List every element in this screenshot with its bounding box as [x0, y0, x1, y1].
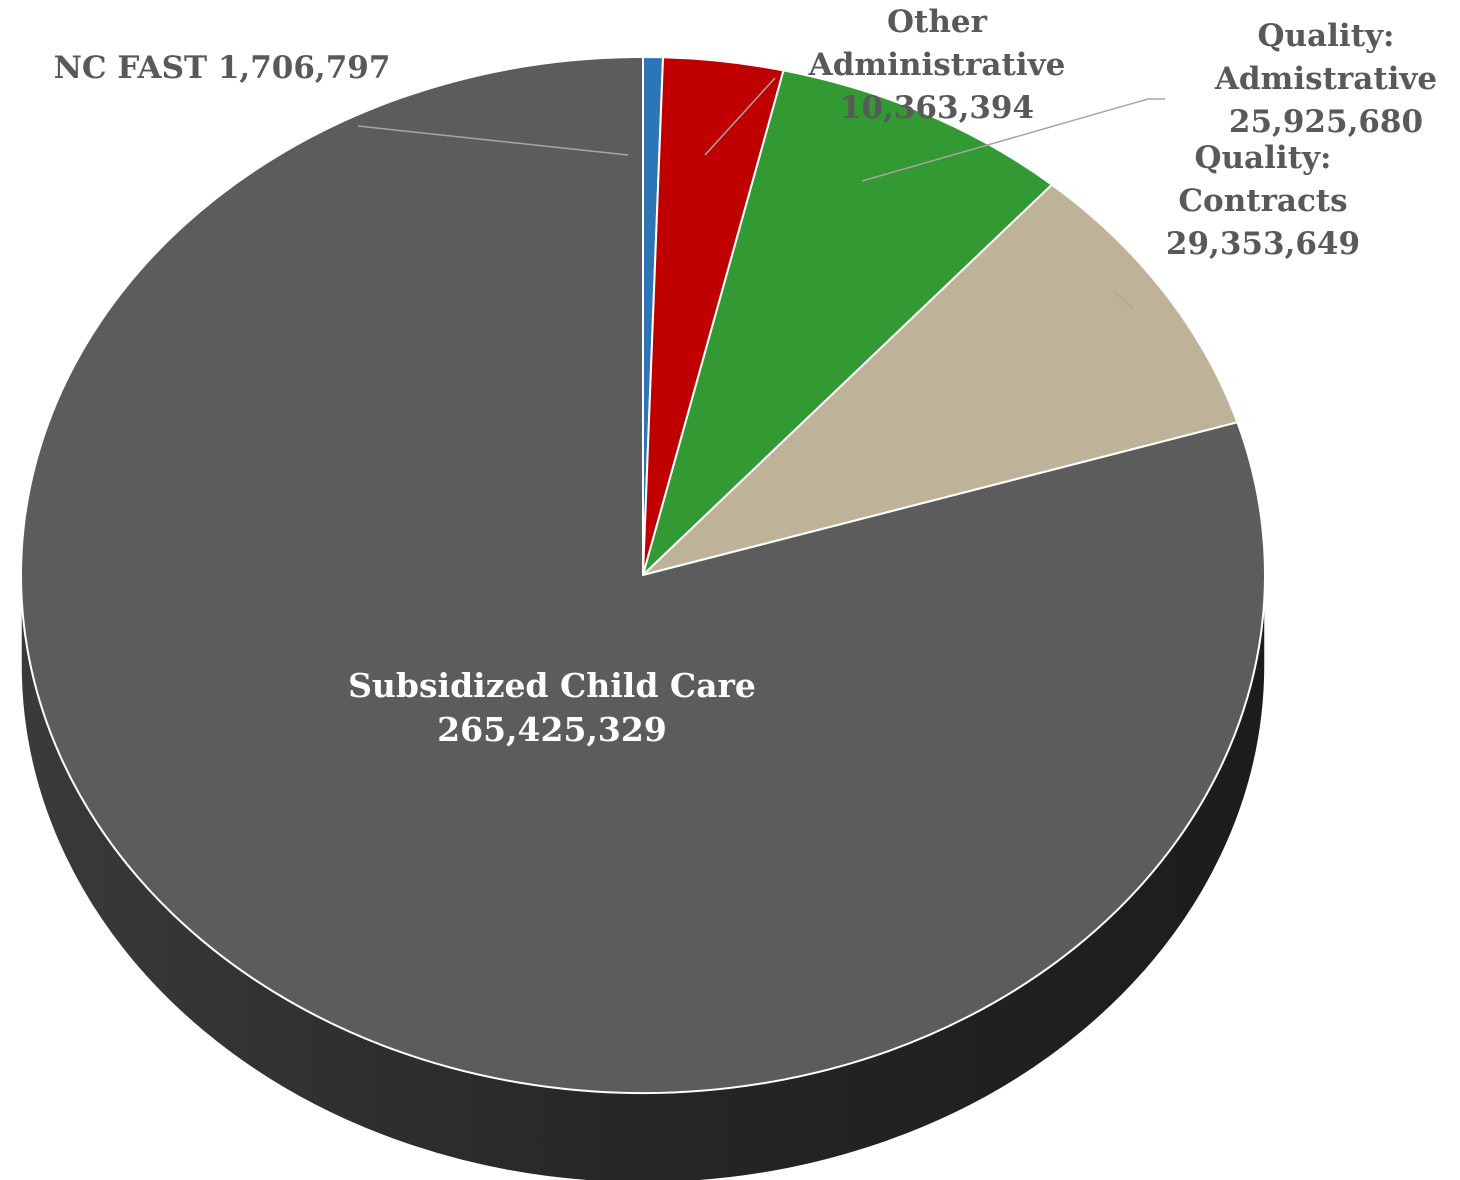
data-label-other-administrative: Other Administrative 10,363,394: [808, 4, 1066, 126]
pie-slice-quality-admistrative: [641, 69, 1054, 579]
data-label-quality-admistrative: Quality: Admistrative 25,925,680: [1214, 18, 1437, 140]
leader-line-2: [861, 98, 1165, 182]
data-labels: NC FAST 1,706,797 Other Administrative 10,3…: [54, 4, 1438, 749]
data-label-quality-contracts: Quality: Contracts 29,353,649: [1166, 140, 1360, 262]
pie-slices: [19, 55, 1266, 1094]
leader-lines: [357, 77, 1165, 310]
leader-line-1: [704, 77, 776, 156]
data-label-subsidized-child-care: Subsidized Child Care 265,425,329: [348, 666, 756, 749]
leader-line-0: [357, 125, 629, 156]
pie-slice-quality-contracts: [639, 183, 1239, 577]
pie-slice-subsidized-child-care: [19, 55, 1266, 1094]
data-label-nc-fast: NC FAST 1,706,797: [54, 50, 391, 86]
leader-line-3: [1113, 290, 1134, 310]
